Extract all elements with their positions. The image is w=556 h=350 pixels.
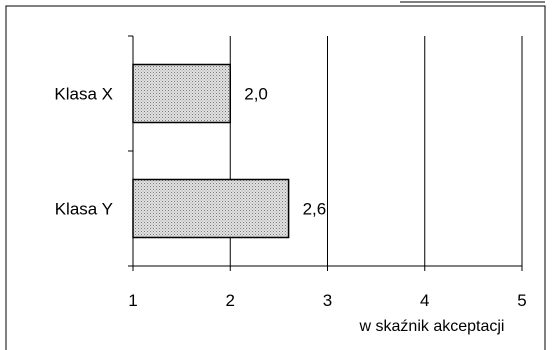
axes [128,35,523,271]
x-tick-label: 4 [420,291,429,310]
category-label: Klasa Y [55,200,113,219]
chart-frame [5,5,546,350]
x-tick-label: 5 [517,291,526,310]
x-tick-label: 3 [323,291,332,310]
data-label: 2,0 [244,85,268,104]
labels: Klasa X 2,0 Klasa Y 2,6 1 2 3 4 5 [54,85,526,311]
x-tick-label: 1 [128,291,137,310]
bar-klasa-y [132,178,290,239]
data-label: 2,6 [303,200,327,219]
bar-klasa-x [132,63,231,124]
x-tick-label: 2 [226,291,235,310]
category-label: Klasa X [54,85,113,104]
x-axis-title: w skaźnik akceptacji [359,318,505,335]
